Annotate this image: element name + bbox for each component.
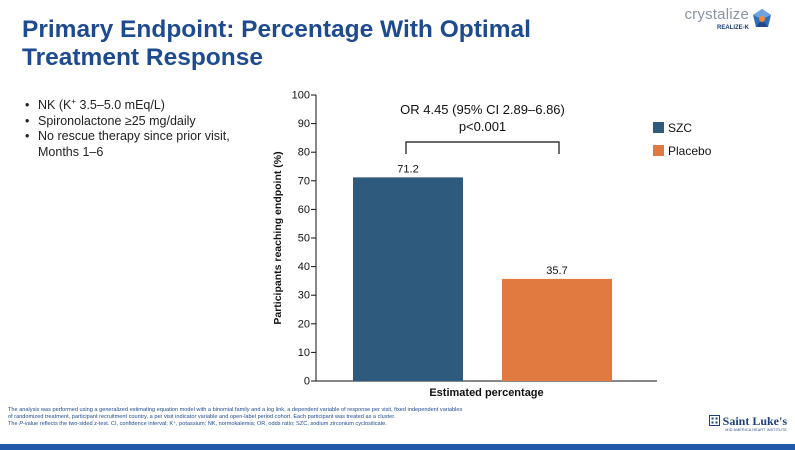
y-tick-label: 100 (292, 90, 310, 102)
footnote-line: The analysis was performed using a gener… (8, 407, 463, 413)
y-axis-label: Participants reaching endpoint (%) (272, 151, 284, 324)
bar-chart: 0 10 20 30 40 50 60 70 80 90 100 71.2 35.7 OR 4.45 … (272, 90, 712, 400)
y-tick-label: 60 (298, 204, 310, 216)
crystalize-logo-subtitle: REALIZE-K (717, 25, 749, 31)
legend-swatch-placebo (653, 145, 664, 156)
odds-ratio-text: OR 4.45 (95% CI 2.89–6.86) (400, 102, 565, 117)
legend: SZC Placebo (653, 121, 712, 158)
y-tick-label: 80 (298, 147, 310, 159)
footnote-line: The P-value reflects the two-sided z-tes… (8, 421, 387, 428)
y-tick-label: 40 (298, 261, 310, 273)
building-icon (708, 415, 720, 426)
page-title: Primary Endpoint: Percentage With Optima… (22, 16, 531, 71)
bars: 71.2 35.7 (353, 163, 612, 381)
saint-lukes-subtitle: MID AMERICA HEART INSTITUTE (725, 428, 787, 432)
bottom-bar (0, 444, 795, 450)
saint-lukes-logo: Saint Luke's MID AMERICA HEART INSTITUTE (677, 414, 787, 432)
y-tick-label: 50 (298, 233, 310, 245)
y-tick-label: 20 (298, 318, 310, 330)
legend-label-placebo: Placebo (668, 144, 712, 158)
data-label-placebo: 35.7 (546, 265, 567, 277)
data-label-szc: 71.2 (397, 163, 418, 175)
crystalize-logo-word: crystalize (684, 6, 749, 23)
y-tick-label: 30 (298, 290, 310, 302)
criteria-item-nk: NK (K+ 3.5–5.0 mEq/L) (22, 97, 262, 114)
criteria-item-spironolactone: Spironolactone ≥25 mg/daily (22, 114, 262, 130)
crystalize-logo: crystalize REALIZE-K (669, 5, 779, 35)
y-axis: 0 10 20 30 40 50 60 70 80 90 100 (292, 90, 657, 388)
y-tick-label: 10 (298, 347, 310, 359)
footnote: The analysis was performed using a gener… (8, 407, 708, 429)
footnote-line: of randomized treatment, participant rec… (8, 414, 396, 421)
y-tick-label: 0 (304, 376, 310, 388)
legend-swatch-szc (653, 122, 664, 133)
p-value-text: p<0.001 (459, 119, 506, 134)
odds-ratio-annotation: OR 4.45 (95% CI 2.89–6.86) p<0.001 (400, 102, 565, 154)
saint-lukes-name: Saint Luke's (677, 414, 787, 429)
bar-placebo (502, 278, 612, 381)
bar-szc (353, 177, 463, 381)
criteria-item-no-rescue: No rescue therapy since prior visit, Mon… (22, 129, 262, 160)
comparison-bracket (405, 141, 560, 154)
y-tick-label: 90 (298, 118, 310, 130)
criteria-list: NK (K+ 3.5–5.0 mEq/L) Spironolactone ≥25… (22, 97, 262, 160)
x-axis-label: Estimated percentage (429, 387, 543, 399)
legend-label-szc: SZC (668, 121, 692, 135)
gem-icon (753, 9, 771, 27)
y-tick-label: 70 (298, 175, 310, 187)
